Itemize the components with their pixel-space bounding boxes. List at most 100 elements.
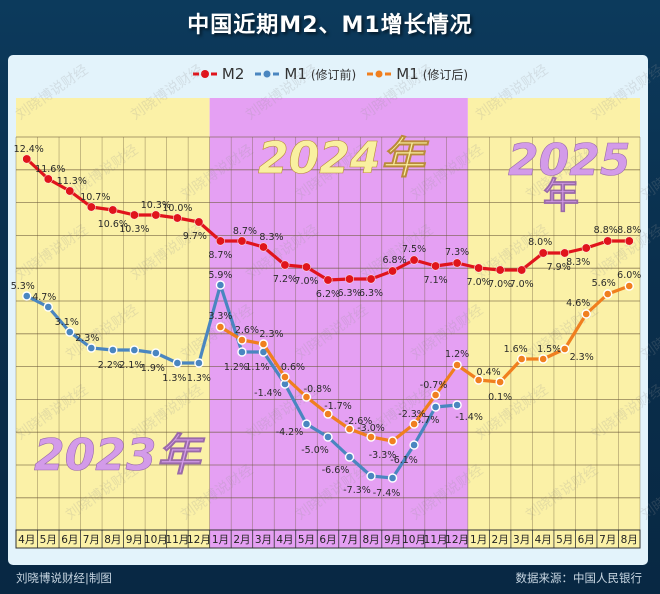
data-label: 1.5% [537,344,561,355]
data-point [129,210,139,220]
credit-text: 刘晓博说财经|制图 [16,571,112,585]
data-label: 1.6% [504,344,528,355]
data-label: -3.7% [412,415,440,426]
data-point [215,322,226,332]
data-point [430,402,441,412]
data-label: 2.3% [259,329,283,340]
data-label: 10.3% [141,200,171,211]
data-point [430,390,441,400]
data-label: 8.8% [617,225,641,236]
data-label: 7.1% [424,275,448,286]
data-label: -3.3% [369,450,397,461]
legend-item-m1-after: M1 (修订后) [366,65,468,83]
data-label: 7.0% [294,276,318,287]
x-tick-label: 7月 [599,534,616,546]
watermark-text: 刘晓博说财经 [638,301,660,363]
year-label-2024: 2024年 [258,133,429,184]
x-tick-label: 8月 [362,534,379,546]
data-point [301,419,312,429]
data-point [22,291,32,301]
data-point [495,265,505,275]
watermark-text: 刘晓博说财经 [638,461,660,523]
data-point [388,266,398,276]
data-label: -6.6% [322,465,350,476]
x-tick-label: 2月 [233,534,250,546]
data-label: 0.4% [477,367,501,378]
legend-item-m2: M2 [192,65,244,83]
data-label: 6.3% [359,288,383,299]
x-tick-label: 10月 [402,534,426,546]
data-point [194,217,204,227]
x-tick-label: 8月 [104,534,121,546]
data-point [86,202,96,212]
data-point [215,236,225,246]
data-label: 8.3% [259,232,283,243]
data-point [108,345,118,355]
data-label: -0.8% [304,384,332,395]
data-point [452,400,462,410]
legend-line-m2-icon [192,70,217,78]
x-tick-label: 8月 [621,534,638,546]
data-point [151,210,161,220]
data-label: 10.0% [162,203,192,214]
data-point [280,372,290,382]
data-point [603,236,613,246]
data-label: 0.1% [488,392,512,403]
data-label: 1.1% [245,362,269,373]
data-point [302,262,311,272]
legend-suffix: (修订前) [310,67,357,82]
data-point [194,358,204,368]
data-label: 7.5% [402,244,426,255]
chart-title: 中国近期M2、M1增长情况 [187,13,473,38]
data-label: -1.4% [254,388,282,399]
x-tick-label: 5月 [556,534,573,546]
data-label: 7.3% [445,247,469,258]
data-point [581,243,591,253]
x-tick-label: 3月 [513,534,530,546]
data-label: 10.7% [80,192,110,203]
data-label: -7.3% [343,485,371,496]
data-point [237,347,247,357]
data-point [237,335,247,345]
data-label: 4.6% [566,298,590,309]
x-tick-label: 9月 [126,534,143,546]
data-label: 6.8% [382,255,406,266]
year-label-2025-char: 年 [543,176,579,217]
x-tick-label: 11月 [165,534,189,546]
data-label: 1.9% [141,363,165,374]
data-label: -6.1% [390,455,418,466]
data-label: 10.3% [119,224,149,235]
data-label: -1.7% [324,401,352,412]
data-point [301,392,312,402]
data-label: 8.0% [528,237,552,248]
data-point [22,154,32,164]
data-point [258,242,268,252]
x-tick-label: 11月 [424,534,448,546]
x-tick-label: 5月 [40,534,57,546]
data-label: 11.3% [57,176,87,187]
x-tick-label: 7月 [341,534,358,546]
data-point [344,424,355,434]
x-tick-label: 4月 [276,534,293,546]
data-point [452,360,462,370]
data-point [323,275,333,285]
x-tick-label: 7月 [83,534,100,546]
data-point [65,327,75,337]
legend-item-m1-before: M1 (修订前) [254,65,356,83]
data-label: 5.3% [11,281,35,292]
data-point [431,261,441,271]
data-label: 7.9% [547,262,571,273]
data-point [559,344,570,354]
data-point [409,419,419,429]
data-label: 9.7% [183,231,207,242]
data-label: 8.8% [594,225,618,236]
x-tick-label: 12月 [187,534,211,546]
data-label: 5.6% [592,278,616,289]
data-point [538,248,548,258]
data-label: -2.3% [398,409,426,420]
legend-line-m1-before-icon [255,70,280,78]
x-tick-label: 4月 [18,534,35,546]
data-label: -0.7% [420,380,448,391]
data-label: 8.7% [208,250,232,261]
data-label: -1.4% [455,412,483,423]
